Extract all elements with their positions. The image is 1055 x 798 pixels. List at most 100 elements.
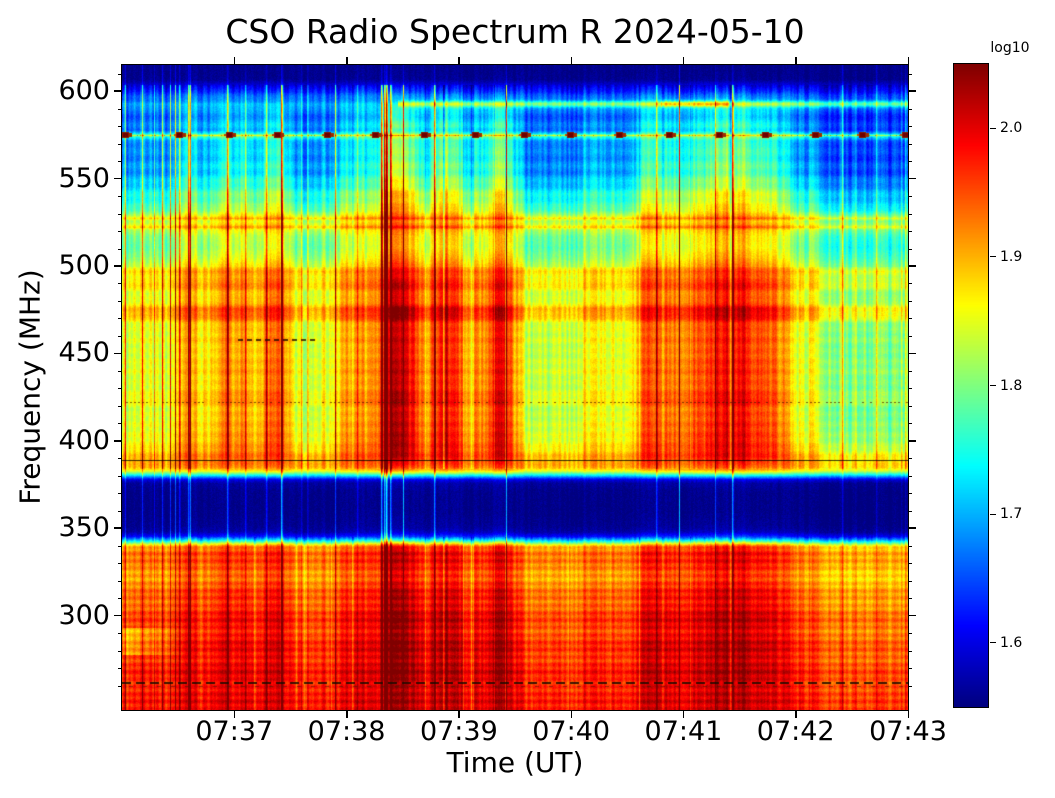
x-axis-label: Time (UT) bbox=[446, 746, 584, 779]
y-tick-right bbox=[908, 177, 916, 180]
plot-border bbox=[121, 64, 909, 711]
y-minor-tick bbox=[118, 423, 122, 425]
colorbar bbox=[954, 64, 988, 707]
x-tick-label: 07:43 bbox=[869, 716, 947, 747]
y-minor-tick bbox=[118, 143, 122, 145]
y-tick-right bbox=[908, 90, 916, 92]
colorbar-tick-label: 1.7 bbox=[1000, 506, 1023, 523]
y-minor-tick bbox=[118, 231, 122, 233]
y-minor-tick-right bbox=[908, 161, 912, 163]
x-tick-top bbox=[682, 57, 685, 65]
colorbar-tick-label: 2.0 bbox=[1000, 120, 1023, 137]
y-tick-label: 500 bbox=[58, 250, 110, 282]
x-tick-label: 07:40 bbox=[532, 716, 611, 747]
chart-title: CSO Radio Spectrum R 2024-05-10 bbox=[225, 12, 805, 51]
y-minor-tick-right bbox=[908, 423, 912, 425]
y-minor-tick-right bbox=[908, 335, 912, 337]
y-minor-tick bbox=[118, 668, 122, 670]
x-tick bbox=[795, 710, 797, 718]
x-tick-label: 07:39 bbox=[419, 716, 498, 747]
x-tick-top bbox=[458, 57, 460, 65]
y-tick-label: 550 bbox=[58, 162, 110, 194]
colorbar-tick bbox=[990, 385, 996, 386]
y-minor-tick-right bbox=[908, 318, 912, 320]
y-minor-tick-right bbox=[908, 475, 912, 477]
y-minor-tick bbox=[118, 475, 122, 477]
y-minor-tick bbox=[118, 318, 122, 320]
x-tick bbox=[458, 710, 460, 718]
y-tick-label: 400 bbox=[58, 424, 110, 456]
y-tick bbox=[114, 177, 122, 180]
y-minor-tick-right bbox=[908, 405, 912, 407]
y-minor-tick-right bbox=[908, 633, 912, 635]
y-minor-tick-right bbox=[908, 598, 912, 600]
y-minor-tick-right bbox=[908, 580, 912, 582]
y-minor-tick-right bbox=[908, 108, 912, 110]
y-minor-tick-right bbox=[908, 650, 912, 652]
y-minor-tick-right bbox=[908, 510, 912, 512]
y-tick bbox=[114, 527, 122, 529]
y-minor-tick-right bbox=[908, 668, 912, 670]
y-tick-right bbox=[908, 527, 916, 529]
y-tick-right bbox=[908, 352, 916, 355]
y-minor-tick-right bbox=[908, 143, 912, 145]
y-tick-label: 350 bbox=[58, 512, 110, 544]
y-minor-tick bbox=[118, 370, 122, 372]
y-minor-tick-right bbox=[908, 458, 912, 460]
y-minor-tick-right bbox=[908, 126, 912, 128]
y-tick bbox=[114, 614, 122, 617]
y-minor-tick bbox=[118, 388, 122, 390]
y-minor-tick bbox=[118, 545, 122, 547]
y-minor-tick-right bbox=[908, 685, 912, 687]
x-tick-label: 07:38 bbox=[307, 716, 386, 747]
colorbar-tick-label: 1.9 bbox=[1000, 248, 1023, 265]
y-minor-tick bbox=[118, 493, 122, 495]
x-tick-label: 07:42 bbox=[756, 716, 835, 747]
y-minor-tick bbox=[118, 598, 122, 600]
y-minor-tick bbox=[118, 633, 122, 635]
x-tick bbox=[907, 710, 909, 718]
colorbar-tick bbox=[990, 513, 996, 515]
colorbar-tick bbox=[990, 642, 996, 644]
y-tick-label: 600 bbox=[58, 75, 110, 107]
y-minor-tick bbox=[118, 335, 122, 337]
y-tick-label: 450 bbox=[58, 337, 110, 369]
y-minor-tick bbox=[118, 213, 122, 215]
y-minor-tick-right bbox=[908, 196, 912, 198]
y-minor-tick-right bbox=[908, 370, 912, 372]
y-tick-right bbox=[908, 440, 916, 442]
y-minor-tick-right bbox=[908, 248, 912, 250]
x-tick bbox=[233, 710, 236, 718]
y-minor-tick bbox=[118, 563, 122, 565]
y-minor-tick bbox=[118, 580, 122, 582]
x-tick-top bbox=[907, 57, 909, 65]
y-minor-tick bbox=[118, 650, 122, 652]
y-minor-tick-right bbox=[908, 213, 912, 215]
y-minor-tick bbox=[118, 685, 122, 687]
x-tick bbox=[346, 710, 348, 718]
colorbar-tick-label: 1.8 bbox=[1000, 377, 1023, 394]
y-minor-tick bbox=[118, 73, 122, 75]
y-minor-tick bbox=[118, 510, 122, 512]
y-minor-tick bbox=[118, 300, 122, 302]
y-minor-tick bbox=[118, 108, 122, 110]
y-tick bbox=[114, 265, 122, 267]
y-minor-tick bbox=[118, 161, 122, 163]
y-minor-tick-right bbox=[908, 73, 912, 75]
colorbar-tick-label: 1.6 bbox=[1000, 634, 1023, 651]
spectrogram-heatmap bbox=[122, 65, 908, 710]
x-tick-label: 07:37 bbox=[195, 716, 274, 747]
y-tick bbox=[114, 90, 122, 92]
x-tick-top bbox=[570, 57, 573, 65]
x-tick-top bbox=[795, 57, 797, 65]
y-minor-tick bbox=[118, 458, 122, 460]
y-minor-tick bbox=[118, 248, 122, 250]
y-tick-right bbox=[908, 265, 916, 267]
x-tick-top bbox=[346, 57, 348, 65]
y-minor-tick-right bbox=[908, 388, 912, 390]
colorbar-border bbox=[953, 63, 989, 708]
y-minor-tick-right bbox=[908, 493, 912, 495]
x-tick bbox=[570, 710, 573, 718]
colorbar-tick bbox=[990, 256, 996, 258]
